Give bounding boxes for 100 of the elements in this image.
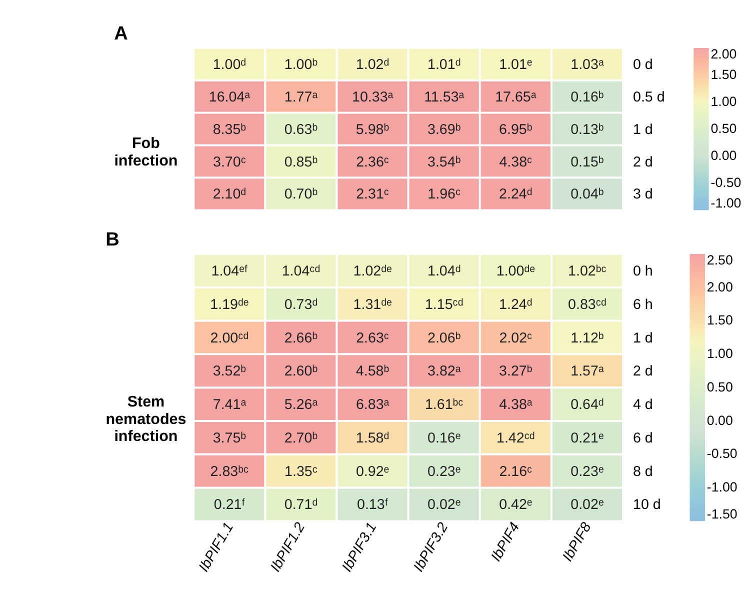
y-tick-label: 0 d: [632, 56, 653, 73]
color-bar-label: 2.50: [706, 252, 733, 268]
color-bar-label: 2.00: [706, 279, 733, 294]
data-label: 0.42ᵉ: [499, 497, 532, 514]
y-tick-label: 8 d: [632, 464, 653, 480]
data-label: 3.69ᵇ: [427, 122, 461, 138]
data-label: 2.06ᵇ: [427, 330, 461, 346]
data-label: 1.04ᶜᵈ: [282, 264, 320, 280]
color-bar-label: 2.00: [710, 46, 737, 62]
data-label: 17.65ᵃ: [495, 89, 537, 106]
data-label: 1.12ᵇ: [570, 330, 604, 346]
data-label: 3.70ᶜ: [212, 154, 246, 170]
data-label: 1.24ᵈ: [499, 296, 532, 313]
data-label: 2.36ᶜ: [356, 154, 389, 170]
data-label: 0.16ᵇ: [570, 89, 604, 106]
data-label: 1.04ᵈ: [427, 264, 461, 280]
data-label: 1.01ᵉ: [499, 56, 532, 73]
y-tick-label: 1 d: [632, 122, 653, 138]
data-label: 0.92ᵉ: [356, 464, 390, 480]
y-tick-label: 4 d: [632, 397, 653, 414]
data-label: 0.21ᶠ: [214, 497, 245, 514]
data-label: 1.00ᵇ: [284, 56, 318, 73]
data-label: 1.19ᵈᵉ: [210, 296, 249, 313]
data-label: 1.02ᵈᵉ: [353, 264, 392, 280]
chart-title: A: [114, 23, 128, 44]
data-label: 0.63ᵇ: [284, 122, 318, 138]
data-label: 1.15ᶜᵈ: [424, 296, 464, 313]
y-tick-label: 2 d: [632, 364, 653, 380]
y-tick-label: 0 h: [632, 264, 653, 280]
data-label: 0.73ᵈ: [284, 296, 318, 313]
data-label: 2.66ᵇ: [284, 330, 318, 346]
data-label: 0.23ᵉ: [570, 464, 604, 480]
data-label: 3.75ᵇ: [212, 430, 246, 446]
data-label: 7.41ᵃ: [212, 397, 247, 414]
data-label: 1.35ᶜ: [284, 464, 318, 480]
data-label: 0.71ᵈ: [284, 497, 318, 514]
data-label: 1.58ᵈ: [356, 430, 390, 446]
data-label: 2.24ᵈ: [499, 186, 532, 203]
data-label: 6.83ᵃ: [356, 397, 390, 414]
y-tick-label: 10 d: [632, 497, 661, 514]
data-label: 1.31ᵈᵉ: [353, 296, 392, 313]
color-bar-label: 1.50: [710, 66, 737, 82]
data-label: 0.70ᵇ: [284, 186, 318, 203]
data-label: 0.04ᵇ: [570, 186, 604, 203]
data-label: 1.00ᵈ: [212, 56, 246, 73]
data-label: 0.02ᵉ: [428, 497, 461, 514]
data-label: 2.31ᶜ: [356, 186, 389, 203]
data-label: 2.63ᶜ: [356, 330, 389, 346]
data-label: 2.10ᵈ: [212, 186, 246, 203]
data-label: 2.83ᵇᶜ: [210, 464, 249, 480]
data-label: 4.38ᶜ: [499, 154, 532, 170]
data-label: 2.70ᵇ: [284, 430, 318, 446]
data-label: 0.13ᶠ: [356, 497, 388, 514]
data-label: 0.15ᵇ: [570, 154, 604, 170]
data-label: 3.54ᵇ: [427, 154, 461, 170]
data-label: 0.83ᶜᵈ: [568, 296, 606, 313]
y-axis-title: Stem nematodes infection: [106, 394, 186, 446]
data-label: 1.77ᵃ: [284, 89, 318, 106]
data-label: 1.42ᶜᵈ: [496, 430, 535, 446]
data-label: 3.52ᵇ: [212, 364, 246, 380]
data-label: 8.35ᵇ: [212, 122, 246, 138]
y-tick-label: 0.5 d: [632, 89, 665, 106]
y-tick-label: 6 h: [632, 296, 653, 313]
y-tick-label: 1 d: [632, 330, 653, 346]
color-bar-label: 0.00: [706, 412, 733, 428]
color-bar-label: 0.50: [710, 120, 737, 136]
color-bar-label: -1.00: [706, 480, 738, 495]
data-label: 0.02ᵉ: [570, 497, 604, 514]
data-label: 1.96ᶜ: [428, 186, 461, 203]
data-label: 5.98ᵇ: [356, 122, 390, 138]
y-tick-label: 6 d: [632, 430, 653, 446]
data-label: 0.13ᵇ: [570, 122, 604, 138]
data-label: 1.02ᵇᶜ: [568, 264, 606, 280]
data-label: 2.60ᵇ: [284, 364, 318, 380]
data-label: 1.04ᵉᶠ: [211, 264, 248, 280]
data-label: 1.01ᵈ: [427, 56, 461, 73]
data-label: 1.02ᵈ: [356, 56, 390, 73]
color-bar-label: -0.50: [710, 174, 742, 190]
data-label: 2.02ᶜ: [499, 330, 532, 346]
data-label: 1.00ᵈᵉ: [496, 264, 535, 280]
data-label: 6.95ᵇ: [499, 122, 532, 138]
chart-title: B: [106, 229, 120, 250]
data-label: 2.16ᶜ: [499, 464, 532, 480]
y-tick-label: 2 d: [632, 154, 653, 170]
data-label: 1.57ᵃ: [570, 364, 604, 380]
data-label: 2.00ᶜᵈ: [210, 330, 249, 346]
color-bar-label: 1.50: [706, 312, 733, 328]
y-axis-title: Fob infection: [114, 135, 178, 170]
color-bar-label: 0.00: [710, 148, 737, 163]
data-label: 16.04ᵃ: [208, 89, 251, 106]
data-label: 1.03ᵃ: [570, 56, 604, 73]
data-label: 0.21ᵉ: [570, 430, 604, 446]
y-tick-label: 3 d: [632, 186, 653, 203]
data-label: 4.38ᵃ: [499, 397, 533, 414]
data-label: 0.64ᵈ: [570, 397, 604, 414]
data-label: 0.85ᵇ: [284, 154, 318, 170]
data-label: 0.23ᵉ: [428, 464, 461, 480]
data-label: 0.16ᵉ: [428, 430, 461, 446]
data-label: 5.26ᵃ: [284, 397, 318, 414]
data-label: 4.58ᵇ: [356, 364, 390, 380]
